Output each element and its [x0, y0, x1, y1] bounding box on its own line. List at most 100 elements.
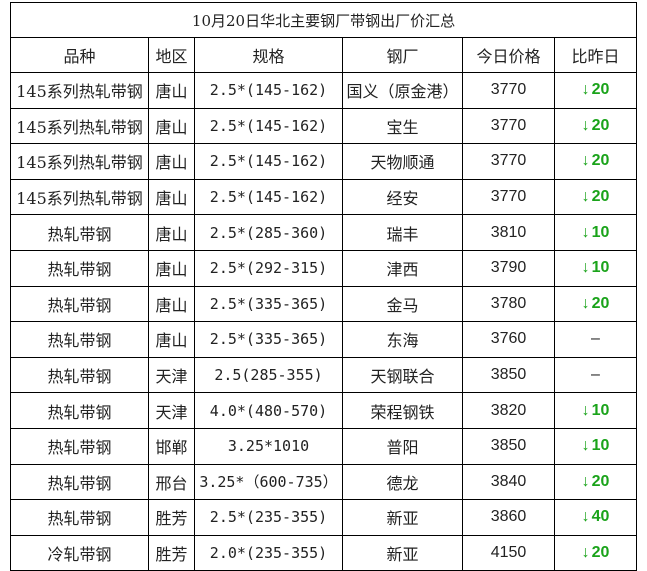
table-row: 145系列热轧带钢 唐山 2.5*(145-162) 国义（原金港） 3770 ↓ 20: [10, 72, 637, 109]
down-arrow-icon: ↓: [581, 437, 590, 455]
mill-cell: 金马: [342, 285, 463, 323]
price-cell: 3770: [462, 107, 555, 145]
price-table: 10月20日华北主要钢厂带钢出厂价汇总 品种 地区 规格 钢厂 今日价格 比昨日…: [10, 2, 637, 571]
price-cell: 3840: [462, 463, 555, 501]
variety-cell: 热轧带钢: [10, 249, 149, 287]
table-row: 热轧带钢 唐山 2.5*(292-315) 津西 3790 ↓ 10: [10, 249, 637, 287]
region-cell: 唐山: [148, 321, 195, 358]
table-row: 热轧带钢 邯郸 3.25*1010 普阳 3850 ↓ 10: [10, 427, 637, 465]
change-cell: ↓ 10: [554, 427, 637, 465]
change-value: 20: [591, 81, 610, 99]
mill-cell: 新亚: [342, 499, 463, 536]
mill-cell: 东海: [342, 321, 463, 358]
mill-cell: 天物顺通: [342, 143, 463, 180]
variety-cell: 145系列热轧带钢: [10, 72, 149, 109]
down-arrow-icon: ↓: [581, 294, 590, 312]
spec-cell: 2.5*(235-355): [194, 499, 343, 536]
change-cell: ↓ 20: [554, 143, 637, 180]
region-cell: 唐山: [148, 214, 195, 251]
table-row: 145系列热轧带钢 唐山 2.5*(145-162) 宝生 3770 ↓ 20: [10, 107, 637, 145]
header-row: 品种 地区 规格 钢厂 今日价格 比昨日: [10, 37, 637, 73]
down-arrow-icon: ↓: [581, 401, 590, 419]
mill-cell: 经安: [342, 178, 463, 216]
region-cell: 唐山: [148, 107, 195, 145]
spec-cell: 2.5*(145-162): [194, 143, 343, 180]
down-arrow-icon: ↓: [581, 188, 590, 206]
price-cell: 3860: [462, 499, 555, 536]
column-header-region: 地区: [148, 37, 195, 73]
price-cell: 3850: [462, 356, 555, 394]
variety-cell: 热轧带钢: [10, 392, 149, 429]
down-arrow-icon: ↓: [581, 544, 590, 562]
spec-cell: 2.5*(335-365): [194, 285, 343, 323]
mill-cell: 普阳: [342, 427, 463, 465]
change-value: 20: [591, 544, 610, 562]
region-cell: 天津: [148, 392, 195, 429]
region-cell: 胜芳: [148, 499, 195, 536]
table-row: 热轧带钢 天津 2.5(285-355) 天钢联合 3850 –: [10, 356, 637, 394]
change-value: 40: [591, 508, 610, 526]
region-cell: 胜芳: [148, 534, 195, 571]
price-cell: 3770: [462, 143, 555, 180]
table-row: 冷轧带钢 胜芳 2.0*(235-355) 新亚 4150 ↓ 20: [10, 534, 637, 571]
column-header-variety: 品种: [10, 37, 149, 73]
column-header-mill: 钢厂: [342, 37, 463, 73]
change-cell: ↓ 20: [554, 534, 637, 571]
variety-cell: 热轧带钢: [10, 214, 149, 251]
variety-cell: 热轧带钢: [10, 356, 149, 394]
table-title: 10月20日华北主要钢厂带钢出厂价汇总: [10, 2, 637, 38]
down-arrow-icon: ↓: [581, 223, 590, 241]
down-arrow-icon: ↓: [581, 81, 590, 99]
change-value: 10: [591, 259, 610, 277]
mill-cell: 津西: [342, 249, 463, 287]
price-cell: 3770: [462, 72, 555, 109]
down-arrow-icon: ↓: [581, 259, 590, 277]
change-cell: ↓ 10: [554, 249, 637, 287]
mill-cell: 天钢联合: [342, 356, 463, 394]
change-value: 20: [591, 116, 610, 134]
change-value: 20: [591, 188, 610, 206]
change-value: 20: [591, 152, 610, 170]
change-cell: ↓ 10: [554, 392, 637, 429]
variety-cell: 热轧带钢: [10, 285, 149, 323]
change-cell: ↓ 20: [554, 72, 637, 109]
change-value: –: [591, 330, 600, 348]
mill-cell: 宝生: [342, 107, 463, 145]
change-value: 10: [591, 401, 610, 419]
change-cell: ↓ 20: [554, 463, 637, 501]
spec-cell: 2.5*(145-162): [194, 72, 343, 109]
change-value: 10: [591, 437, 610, 455]
spec-cell: 2.5*(292-315): [194, 249, 343, 287]
spec-cell: 2.5*(145-162): [194, 107, 343, 145]
variety-cell: 热轧带钢: [10, 427, 149, 465]
table-row: 热轧带钢 天津 4.0*(480-570) 荣程钢铁 3820 ↓ 10: [10, 392, 637, 429]
table-row: 145系列热轧带钢 唐山 2.5*(145-162) 天物顺通 3770 ↓ 20: [10, 143, 637, 180]
price-cell: 4150: [462, 534, 555, 571]
region-cell: 邢台: [148, 463, 195, 501]
change-cell: ↓ 20: [554, 178, 637, 216]
variety-cell: 145系列热轧带钢: [10, 178, 149, 216]
down-arrow-icon: ↓: [581, 152, 590, 170]
change-value: –: [591, 366, 600, 384]
price-cell: 3790: [462, 249, 555, 287]
variety-cell: 145系列热轧带钢: [10, 107, 149, 145]
table-row: 热轧带钢 唐山 2.5*(335-365) 金马 3780 ↓ 20: [10, 285, 637, 323]
change-value: 20: [591, 472, 610, 490]
mill-cell: 荣程钢铁: [342, 392, 463, 429]
price-cell: 3760: [462, 321, 555, 358]
variety-cell: 热轧带钢: [10, 321, 149, 358]
change-cell: ↓ 20: [554, 107, 637, 145]
down-arrow-icon: ↓: [581, 508, 590, 526]
mill-cell: 国义（原金港）: [342, 72, 463, 109]
price-cell: 3820: [462, 392, 555, 429]
spec-cell: 2.5*(285-360): [194, 214, 343, 251]
price-cell: 3850: [462, 427, 555, 465]
change-cell: –: [554, 321, 637, 358]
price-cell: 3780: [462, 285, 555, 323]
variety-cell: 145系列热轧带钢: [10, 143, 149, 180]
variety-cell: 热轧带钢: [10, 463, 149, 501]
region-cell: 唐山: [148, 143, 195, 180]
change-cell: ↓ 40: [554, 499, 637, 536]
region-cell: 唐山: [148, 72, 195, 109]
column-header-spec: 规格: [194, 37, 343, 73]
